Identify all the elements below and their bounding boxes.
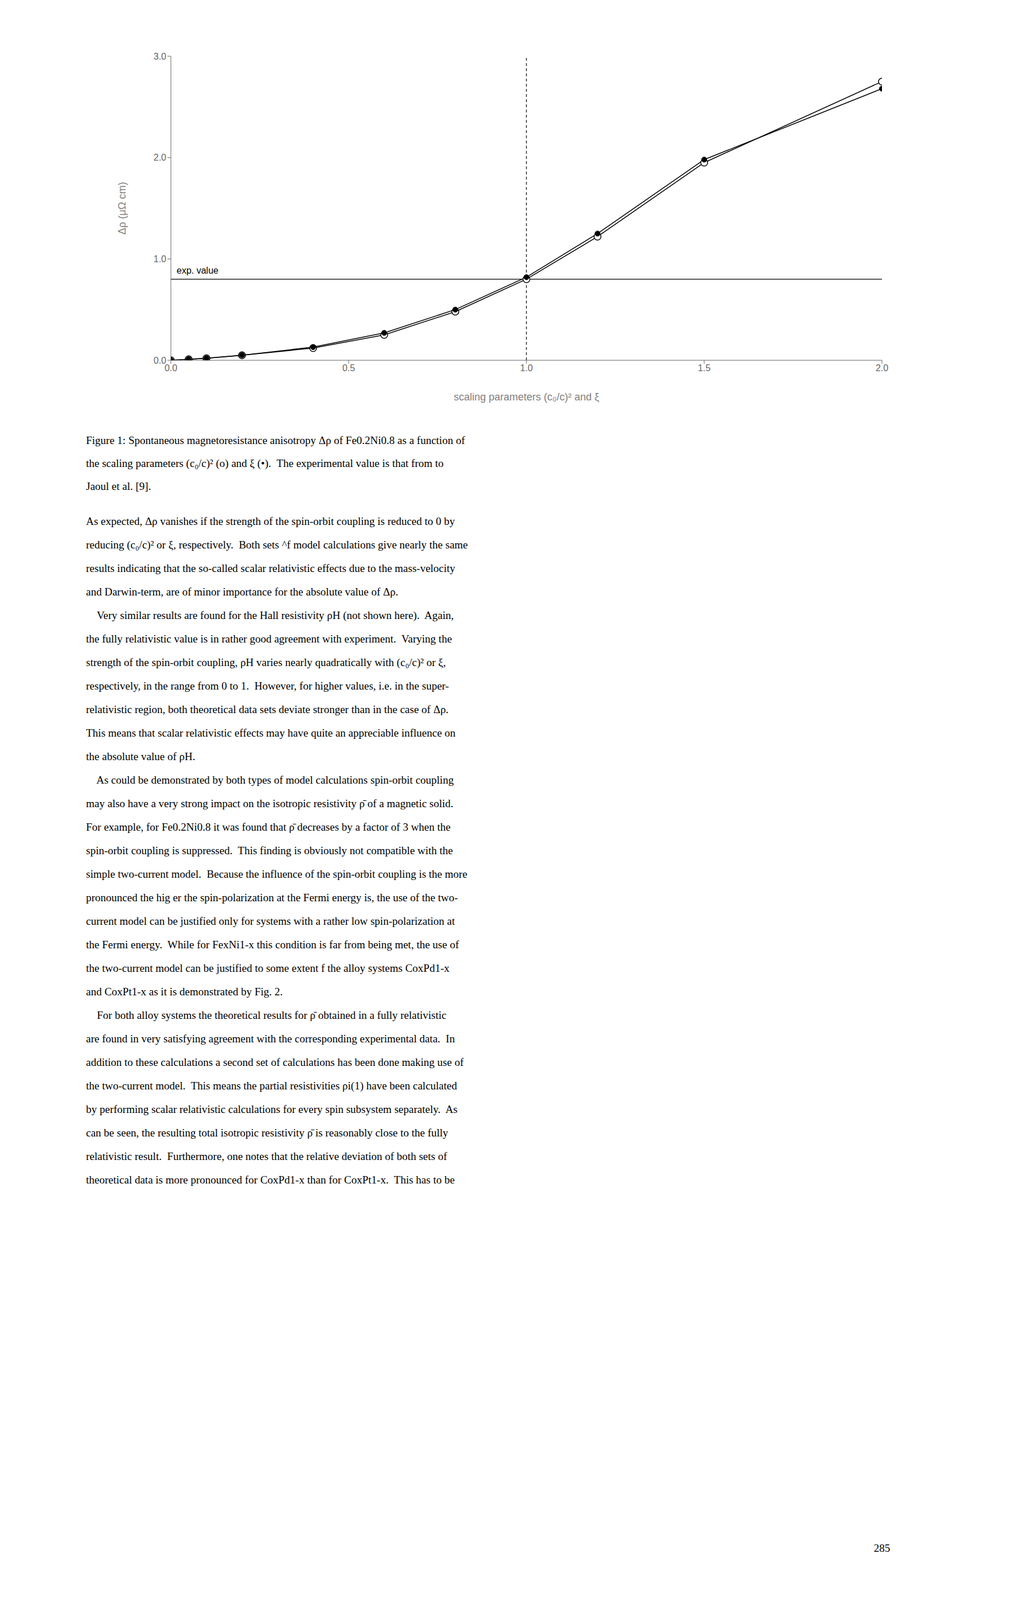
html-text:Very similar results are found: Very similar results are found for the H… — [86, 609, 454, 622]
html-text:spin-orbit coupling is suppres: spin-orbit coupling is suppressed. This … — [86, 844, 453, 857]
html-text:theoretical data is more prono: theoretical data is more pronounced for … — [86, 1173, 455, 1186]
html-text:relativistic region, both theo: relativistic region, both theoretical da… — [86, 703, 449, 716]
html-text:285: 285 — [873, 1541, 891, 1554]
svg-text:2.0: 2.0 — [875, 362, 889, 373]
html-text:the Fermi energy. While for Fe: the Fermi energy. While for FexNi1-x thi… — [86, 938, 459, 951]
html-text:are found in very satisfying a: are found in very satisfying agreement w… — [86, 1032, 455, 1045]
html-text:respectively, in the range fro: respectively, in the range from 0 to 1. … — [86, 679, 449, 692]
html-text:the two-current model can be j: the two-current model can be justified t… — [86, 961, 450, 974]
html-text:simple two-current model. Beca: simple two-current model. Because the in… — [86, 867, 468, 880]
svg-text:0.0: 0.0 — [153, 355, 167, 366]
svg-text:Δρ (μΩ cm): Δρ (μΩ cm) — [116, 181, 128, 235]
svg-text:3.0: 3.0 — [153, 51, 167, 62]
html-text:the absolute value of ρH.: the absolute value of ρH. — [86, 750, 196, 763]
svg-text:scaling parameters (c₀/c)² and: scaling parameters (c₀/c)² and ξ — [453, 391, 600, 403]
html-text:and CoxPt1-x as it is demonstr: and CoxPt1-x as it is demonstrated by Fi… — [86, 985, 283, 998]
html-text:may also have a very strong im: may also have a very strong impact on th… — [86, 797, 454, 810]
html-text:This means that scalar relativ: This means that scalar relativistic effe… — [86, 726, 456, 739]
html-text:strength of the spin-orbit cou: strength of the spin-orbit coupling, ρH … — [86, 656, 446, 669]
html-text:reducing (c₀/c)² or ξ, respect: reducing (c₀/c)² or ξ, respectively. Bot… — [86, 538, 468, 551]
html-text:the fully relativistic value i: the fully relativistic value is in rathe… — [86, 632, 452, 645]
svg-text:0.0: 0.0 — [164, 362, 178, 373]
html-text:For both alloy systems the the: For both alloy systems the theoretical r… — [86, 1008, 447, 1021]
html-text:by performing scalar relativis: by performing scalar relativistic calcul… — [86, 1102, 458, 1115]
html-text:addition to these calculations: addition to these calculations a second … — [86, 1055, 464, 1068]
html-text:As expected, Δρ vanishes if th: As expected, Δρ vanishes if the strength… — [86, 514, 455, 527]
svg-text:exp. value: exp. value — [176, 265, 219, 276]
svg-text:1.5: 1.5 — [697, 362, 711, 373]
html-text:the two-current model. This me: the two-current model. This means the pa… — [86, 1079, 458, 1092]
html-text:and Darwin-term, are of minor: and Darwin-term, are of minor importance… — [86, 585, 399, 598]
html-text:For example, for Fe0.2Ni0.8 it: For example, for Fe0.2Ni0.8 it was found… — [86, 820, 451, 833]
html-text:As could be demonstrated by bo: As could be demonstrated by both types o… — [86, 773, 454, 786]
html-text:results indicating that the so: results indicating that the so-called sc… — [86, 561, 456, 575]
html-text:Jaoul et al. [9].: Jaoul et al. [9]. — [86, 479, 152, 493]
html-text:can be seen, the resulting tot: can be seen, the resulting total isotrop… — [86, 1126, 449, 1139]
svg-text:0.5: 0.5 — [342, 362, 355, 373]
html-text:Figure 1: Spontaneous magnetor: Figure 1: Spontaneous magnetoresistance … — [86, 434, 465, 447]
html-text:current model can be justified: current model can be justified only for … — [86, 914, 455, 927]
svg-text:2.0: 2.0 — [153, 152, 167, 163]
html-text:pronounced the hig er the spin: pronounced the hig er the spin-polarizat… — [86, 891, 458, 904]
html-text:relativistic result. Furthermo: relativistic result. Furthermore, one no… — [86, 1149, 448, 1162]
svg-text:1.0: 1.0 — [520, 362, 533, 373]
svg-text:1.0: 1.0 — [153, 254, 167, 264]
html-text:the scaling parameters (c₀/c)²: the scaling parameters (c₀/c)² (o) and ξ… — [86, 457, 444, 470]
